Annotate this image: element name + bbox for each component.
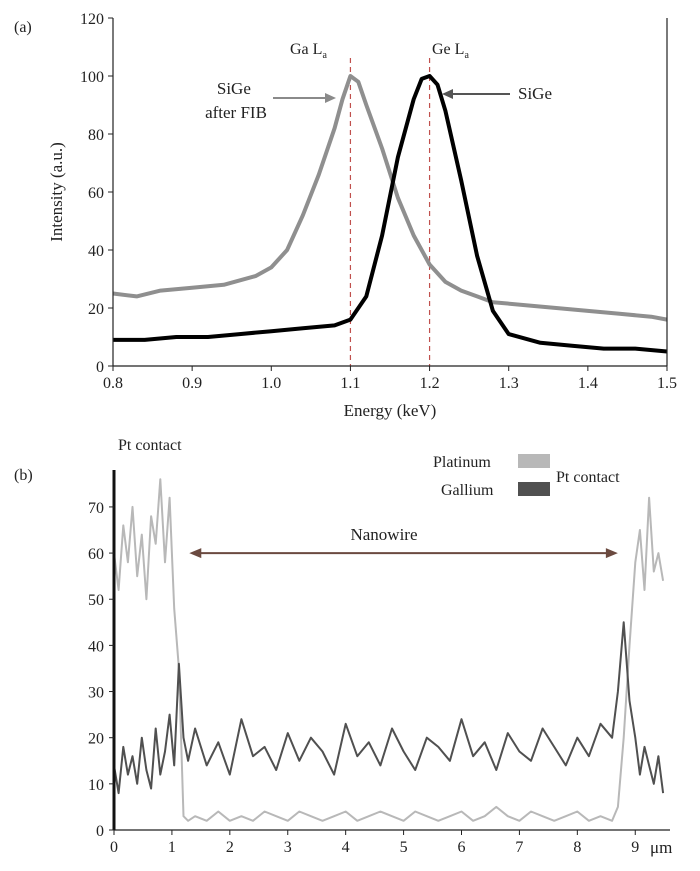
nanowire-arrow: [189, 548, 618, 559]
panel-b-x-ticks: 0 1 2 3 4 5 6 7 8 9: [110, 830, 639, 856]
x-tick-label: 1: [168, 839, 176, 856]
y-tick-label: 0: [96, 359, 104, 376]
y-tick-label: 70: [88, 500, 104, 517]
x-tick-label: 2: [226, 839, 234, 856]
panel-b-x-axis-unit: μm: [650, 838, 672, 857]
legend-gallium-swatch: [518, 482, 550, 496]
x-tick-label: 5: [400, 839, 408, 856]
nanowire-label: Nanowire: [350, 525, 417, 544]
panel-a-x-axis-label: Energy (keV): [344, 401, 437, 420]
x-tick-label: 8: [573, 839, 581, 856]
arrowhead-sige: [442, 89, 453, 99]
y-tick-label: 20: [88, 731, 104, 748]
x-tick-label: 1.3: [499, 375, 519, 392]
panel-a-label: (a): [14, 19, 32, 36]
legend-platinum-label: Platinum: [433, 454, 491, 471]
series-line-sige: [113, 74, 668, 354]
legend-gallium-label: Gallium: [441, 482, 494, 499]
y-tick-label: 40: [88, 638, 104, 655]
y-tick-label: 20: [88, 301, 104, 318]
annotation-sige: SiGe: [518, 84, 552, 103]
x-tick-label: 1.2: [420, 375, 440, 392]
x-tick-label: 9: [631, 839, 639, 856]
y-tick-label: 100: [80, 69, 104, 86]
series-line-platinum: [113, 478, 665, 822]
series-line-gallium: [113, 621, 665, 795]
x-tick-label: 1.0: [261, 375, 281, 392]
y-tick-label: 40: [88, 243, 104, 260]
panel-a-series: [112, 74, 668, 354]
panel-b-label: (b): [14, 467, 33, 484]
panel-a-y-ticks: 0 20 40 60 80 100 120: [80, 11, 113, 376]
x-tick-label: 1.1: [340, 375, 360, 392]
annotation-sige-after-fib-line-2: after FIB: [205, 103, 267, 122]
legend-platinum-swatch: [518, 454, 550, 468]
panel-a-refs: [349, 58, 431, 366]
y-tick-label: 0: [96, 823, 104, 840]
ge-la-label: Ge La: [432, 41, 469, 61]
y-tick-label: 60: [88, 185, 104, 202]
y-tick-label: 120: [80, 11, 104, 28]
nanowire-arrowhead-right: [605, 548, 618, 559]
series-line-sige-after-fib: [112, 74, 668, 322]
panel-b-legend: Platinum Gallium Pt contact: [433, 454, 620, 499]
x-tick-label: 0: [110, 839, 118, 856]
panel-a-y-axis-label: Intensity (a.u.): [47, 142, 66, 242]
y-tick-label: 10: [88, 777, 104, 794]
x-tick-label: 7: [515, 839, 523, 856]
y-tick-label: 80: [88, 127, 104, 144]
x-tick-label: 1.4: [578, 375, 598, 392]
x-tick-label: 3: [284, 839, 292, 856]
x-tick-label: 6: [458, 839, 466, 856]
annotation-sige-after-fib: SiGe after FIB: [205, 79, 267, 122]
panel-a: (a) 0.8 0.9 1.0 1.1 1.2 1.3 1.4 1.5 0 20 40 60 80 10…: [14, 11, 677, 420]
y-tick-label: 60: [88, 546, 104, 563]
x-tick-label: 0.9: [182, 375, 202, 392]
x-tick-label: 1.5: [657, 375, 677, 392]
pt-contact-left-label: Pt contact: [118, 437, 182, 454]
nanowire-arrowhead-left: [189, 548, 202, 559]
x-tick-label: 4: [342, 839, 350, 856]
panel-b-y-ticks: 0 10 20 30 40 50 60 70: [88, 500, 114, 840]
y-tick-label: 50: [88, 592, 104, 609]
panel-a-x-ticks: 0.8 0.9 1.0 1.1 1.2 1.3 1.4 1.5: [103, 366, 677, 392]
y-tick-label: 30: [88, 685, 104, 702]
pt-contact-right-label: Pt contact: [556, 469, 620, 486]
x-tick-label: 0.8: [103, 375, 123, 392]
panel-b: (b) Pt contact 0 1 2 3 4 5 6 7 8 9 0 10 20 30 40 50 60 7…: [14, 437, 672, 857]
panel-b-series: [113, 478, 665, 822]
ga-la-label: Ga La: [290, 41, 327, 61]
arrowhead-sige-after-fib: [325, 93, 336, 103]
annotation-sige-after-fib-line-1: SiGe: [217, 79, 251, 98]
